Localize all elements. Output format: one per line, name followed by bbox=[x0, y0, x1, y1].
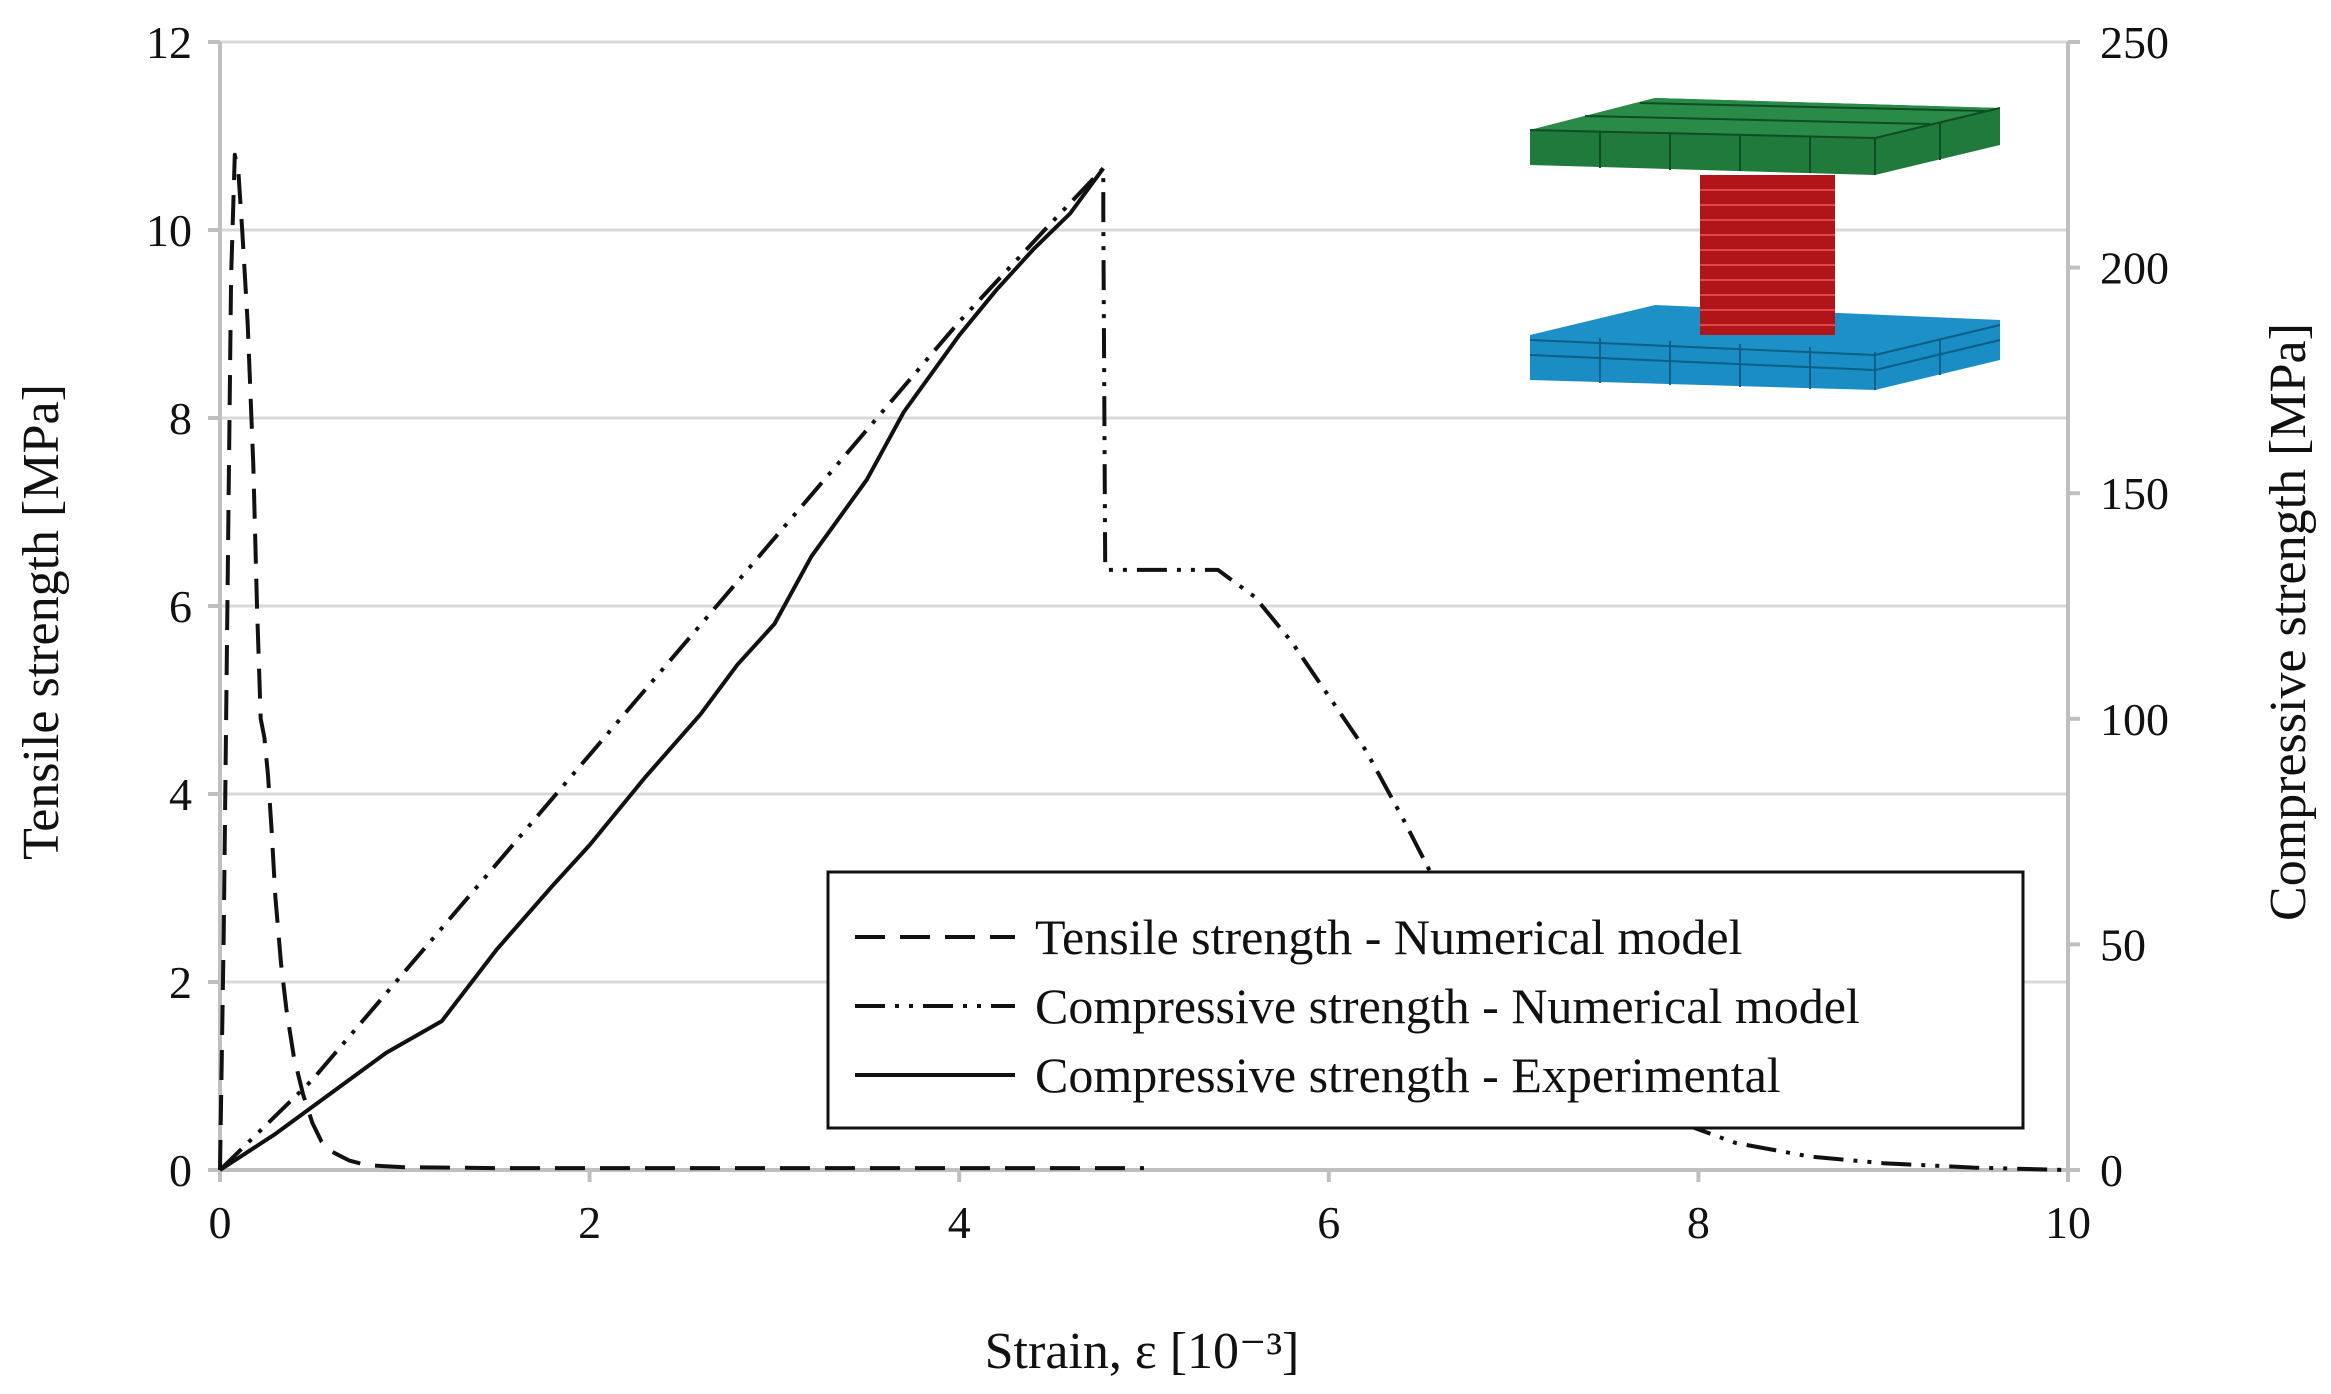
legend-label-compressive-experimental: Compressive strength - Experimental bbox=[1035, 1047, 1781, 1103]
x-tick-label: 0 bbox=[209, 1197, 232, 1248]
series-lines bbox=[218, 152, 2069, 1172]
x-tick-label: 8 bbox=[1687, 1197, 1710, 1248]
right-y-tick-label: 150 bbox=[2100, 468, 2169, 519]
legend-label-compressive-numerical: Compressive strength - Numerical model bbox=[1035, 978, 1860, 1034]
x-axis-title: Strain, ε [10⁻³] bbox=[985, 1323, 1300, 1380]
bottom-plate-side-face bbox=[1530, 325, 2000, 390]
left-axis-tick-labels: 0 2 4 6 8 10 12 bbox=[146, 17, 192, 1196]
left-y-tick-label: 4 bbox=[169, 769, 192, 820]
legend-label-tensile-numerical: Tensile strength - Numerical model bbox=[1035, 909, 1742, 965]
specimen-column-mesh bbox=[1700, 189, 1835, 326]
right-y-axis-title: Compressive strength [MPa] bbox=[2260, 323, 2317, 921]
series-line-1 bbox=[218, 152, 1144, 1171]
left-y-tick-label: 2 bbox=[169, 957, 192, 1008]
left-y-axis-title: Tensile strength [MPa] bbox=[13, 384, 70, 860]
top-plate-mesh bbox=[1529, 102, 2001, 175]
legend: Tensile strength - Numerical model Compr… bbox=[826, 870, 2025, 1130]
right-y-tick-label: 50 bbox=[2100, 919, 2146, 970]
legend-box bbox=[826, 870, 2025, 1130]
x-tick-label: 6 bbox=[1317, 1197, 1340, 1248]
specimen-column bbox=[1700, 175, 1835, 335]
specimen-model-illustration bbox=[1529, 98, 2001, 390]
x-tick-label: 10 bbox=[2045, 1197, 2091, 1248]
left-y-tick-label: 12 bbox=[146, 17, 192, 68]
series-line-2 bbox=[218, 166, 2069, 1172]
right-y-tick-label: 0 bbox=[2100, 1145, 2123, 1196]
x-tick-label: 2 bbox=[578, 1197, 601, 1248]
left-y-tick-label: 6 bbox=[169, 581, 192, 632]
right-axis-tick-labels: 0 50 100 150 200 250 bbox=[2100, 17, 2169, 1196]
x-tick-label: 4 bbox=[948, 1197, 971, 1248]
series-line-3 bbox=[218, 167, 1105, 1172]
left-y-tick-label: 0 bbox=[169, 1145, 192, 1196]
right-y-tick-label: 100 bbox=[2100, 694, 2169, 745]
bottom-plate-mesh bbox=[1529, 324, 2001, 390]
left-y-tick-label: 10 bbox=[146, 205, 192, 256]
right-y-tick-label: 200 bbox=[2100, 243, 2169, 294]
x-axis-tick-labels: 0 2 4 6 8 10 bbox=[209, 1197, 2092, 1248]
left-y-tick-label: 8 bbox=[169, 393, 192, 444]
right-y-tick-label: 250 bbox=[2100, 17, 2169, 68]
